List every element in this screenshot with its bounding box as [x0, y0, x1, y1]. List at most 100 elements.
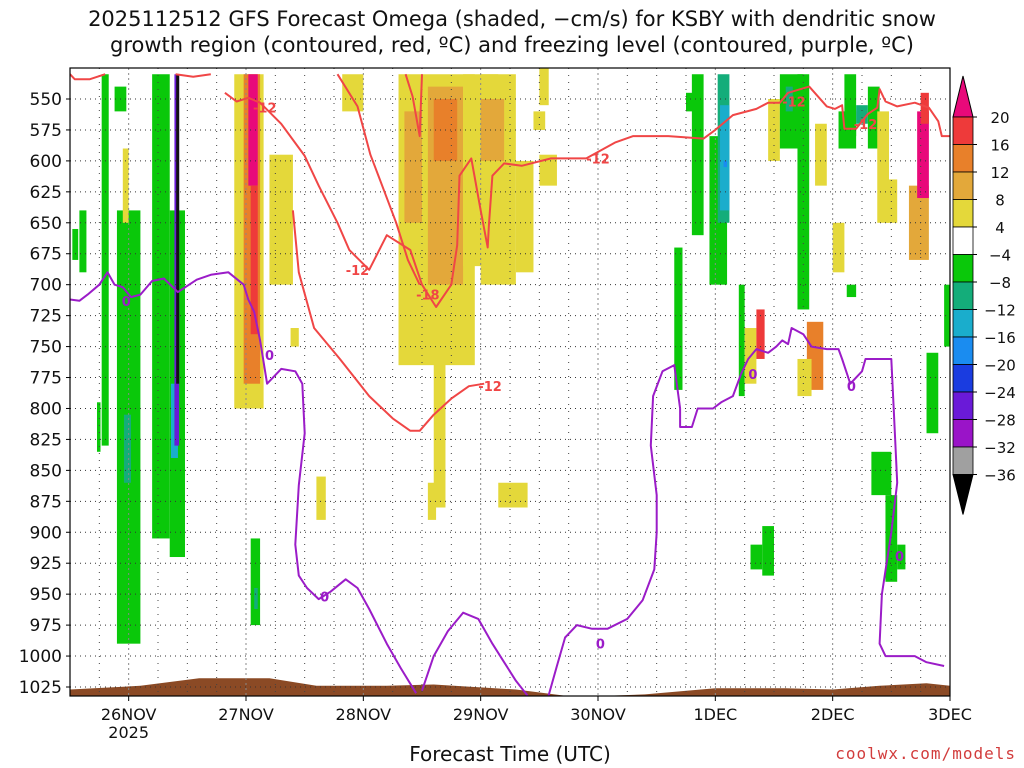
x-tick-label: 30NOV [570, 705, 626, 724]
x-tick-label: 26NOV [101, 705, 157, 724]
colorbar-label: 4 [995, 219, 1005, 237]
x-tick-label: 1DEC [693, 705, 737, 724]
omega-cell [920, 92, 929, 124]
freezing-level-label: 0 [596, 638, 605, 653]
colorbar-label: 12 [990, 164, 1009, 182]
omega-cell [316, 476, 326, 520]
y-tick-label: 675 [30, 245, 62, 265]
omega-cell [480, 99, 505, 161]
colorbar-bottom-arrow [952, 474, 974, 515]
colorbar-label: −16 [984, 329, 1016, 347]
dgz-contour-label: -12 [782, 95, 806, 110]
omega-cell [844, 74, 857, 137]
omega-cell [72, 228, 79, 260]
dgz-contour-line [224, 85, 950, 308]
colorbar-swatch [952, 171, 974, 200]
colorbar-swatch [952, 309, 974, 338]
y-tick-label: 1000 [19, 647, 62, 667]
x-tick-label: 28NOV [336, 705, 392, 724]
freezing-level-label: 0 [748, 368, 757, 383]
x-year-label: 2025 [108, 723, 149, 742]
y-tick-label: 775 [30, 369, 62, 389]
omega-cell [539, 154, 557, 186]
y-tick-label: 575 [30, 121, 62, 141]
y-tick-label: 700 [30, 276, 62, 296]
omega-cell [515, 160, 534, 273]
omega-cell [917, 111, 929, 199]
omega-cell [122, 148, 129, 223]
omega-cell [815, 123, 827, 186]
colorbar-top-arrow [952, 75, 974, 118]
y-tick-label: 725 [30, 307, 62, 327]
colorbar-label: −8 [989, 274, 1011, 292]
omega-cell [686, 92, 698, 112]
omega-cell [756, 309, 765, 359]
title-line-1: 2025112512 GFS Forecast Omega (shaded, −… [88, 7, 936, 31]
colorbar-label: −12 [984, 302, 1016, 320]
colorbar-swatch [952, 446, 974, 475]
omega-cell [254, 587, 258, 610]
omega-cell [342, 74, 364, 112]
y-tick-label: 825 [30, 430, 62, 450]
y-tick-label: 950 [30, 585, 62, 605]
colorbar-label: −24 [984, 384, 1016, 402]
y-tick-label: 850 [30, 461, 62, 481]
omega-cell [539, 68, 549, 106]
y-tick-label: 975 [30, 616, 62, 636]
colorbar-label: −4 [989, 247, 1011, 265]
omega-cell [250, 538, 261, 626]
y-tick-label: 600 [30, 152, 62, 172]
omega-cell [785, 86, 793, 112]
dgz-contour-label: -12 [854, 118, 878, 133]
omega-cell [897, 544, 906, 570]
omega-cell [152, 74, 170, 539]
omega-cell [908, 185, 929, 260]
x-tick-label: 27NOV [218, 705, 274, 724]
colorbar-swatch [952, 281, 974, 310]
omega-cell [846, 284, 857, 298]
colorbar-swatch [952, 254, 974, 283]
dgz-contour-label: -18 [416, 289, 440, 304]
omega-cell [427, 482, 437, 520]
terrain-band [70, 678, 950, 696]
omega-cell [750, 544, 763, 570]
title-line-2: growth region (contoured, red, ºC) and f… [110, 33, 914, 57]
colorbar-label: 16 [990, 137, 1009, 155]
x-tick-label: 29NOV [453, 705, 509, 724]
dgz-contour-line [70, 73, 106, 81]
axes: 550 575 600 625 650 675 700 725 750 775 800 825 850 8… [19, 90, 972, 742]
freezing-level-contour-line [547, 327, 945, 696]
omega-cell [674, 247, 683, 390]
freezing-level-label: 0 [265, 349, 274, 364]
omega-cell [723, 160, 728, 168]
chart-title: 2025112512 GFS Forecast Omega (shaded, −… [0, 6, 1024, 58]
omega-cell [768, 99, 780, 161]
dgz-contour-label: -12 [253, 102, 277, 117]
dgz-contour-line [175, 73, 211, 78]
omega-cell [176, 74, 180, 384]
omega-cell [79, 210, 87, 273]
omega-cell [871, 451, 892, 496]
x-tick-label: 2DEC [811, 705, 855, 724]
colorbar-label: 20 [990, 109, 1009, 127]
omega-cell [101, 74, 109, 446]
omega-cell [691, 74, 704, 236]
omega-cell [877, 111, 889, 223]
contours [70, 73, 950, 696]
omega-cell [762, 526, 774, 576]
dgz-contour-line [404, 73, 423, 138]
dgz-contour-label: -12 [478, 380, 502, 395]
colorbar: 20 16 12 8 4 −4 −8 −12 −16 −20 −24 −28 −32 −36 [952, 75, 1016, 515]
omega-cell [250, 185, 258, 335]
omega-cell [738, 284, 745, 397]
omega-cell [123, 414, 132, 483]
freezing-level-label: 0 [320, 591, 329, 606]
colorbar-swatch [952, 336, 974, 365]
y-tick-label: 925 [30, 554, 62, 574]
omega-cell [498, 482, 528, 508]
omega-cell [832, 222, 845, 273]
x-axis-label: Forecast Time (UTC) [409, 742, 611, 766]
dgz-contour-line [291, 210, 485, 432]
omega-cell [433, 328, 446, 508]
terrain-layer [70, 678, 950, 696]
